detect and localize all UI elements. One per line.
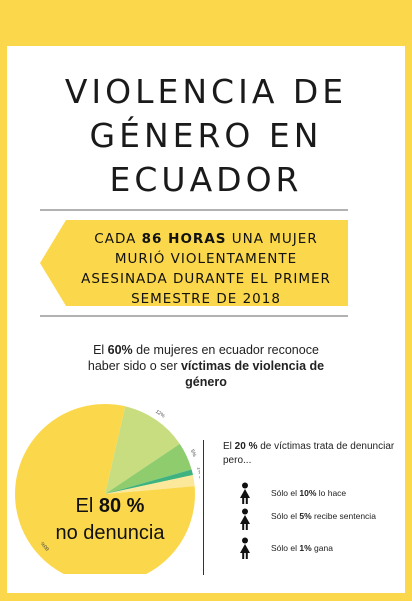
title-line-1: VIOLENCIA DE — [64, 72, 348, 111]
pie-slice-label: 2% — [197, 475, 200, 484]
pie-slice — [15, 404, 196, 574]
title-line-2: GÉNERO EN — [89, 116, 323, 155]
banner-text: CADA 86 HORAS UNA MUJER MURIÓ VIOLENTAME… — [81, 231, 331, 307]
banner-highlight: 86 HORAS — [141, 231, 227, 247]
banner-shape — [40, 209, 348, 317]
pie-chart: 12% 5% 1%2% 80% — [15, 404, 200, 574]
right-column: El 20 % de víctimas trata de denunciar p… — [223, 440, 403, 559]
pie-slice — [105, 406, 180, 494]
bottom-yellow-border — [0, 593, 412, 601]
page-title: VIOLENCIA DE GÉNERO EN ECUADOR — [20, 70, 392, 202]
left-yellow-border — [0, 46, 7, 601]
pie-slice-label: 1% — [195, 466, 200, 475]
pie-slice-label: 80% — [39, 540, 50, 552]
pie-slice-label: 5% — [189, 449, 198, 459]
pie-label: El 80 % no denuncia — [55, 495, 165, 544]
right-intro: El 20 % de víctimas trata de denunciar p… — [223, 441, 395, 466]
pie-slice — [105, 474, 195, 494]
banner: CADA 86 HORAS UNA MUJER MURIÓ VIOLENTAME… — [36, 208, 352, 318]
pie-slice — [105, 443, 192, 494]
woman-icon — [240, 537, 250, 559]
stat-60-text: El 60% de mujeres en ecuador reconoce ha… — [87, 343, 325, 389]
vertical-divider — [203, 440, 204, 575]
stat-item-text: Sólo el 5% recibe sentencia — [271, 511, 376, 521]
woman-icon — [240, 508, 250, 530]
pie-slice-label: 12% — [154, 409, 166, 420]
top-yellow-band — [0, 0, 412, 46]
title-line-3: ECUADOR — [109, 160, 303, 199]
pie-slice — [105, 469, 193, 494]
stat-item-text: Sólo el 1% gana — [271, 543, 333, 553]
stat-item-text: Sólo el 10% lo hace — [271, 488, 347, 498]
woman-icon — [240, 482, 250, 504]
right-yellow-border — [405, 46, 412, 601]
